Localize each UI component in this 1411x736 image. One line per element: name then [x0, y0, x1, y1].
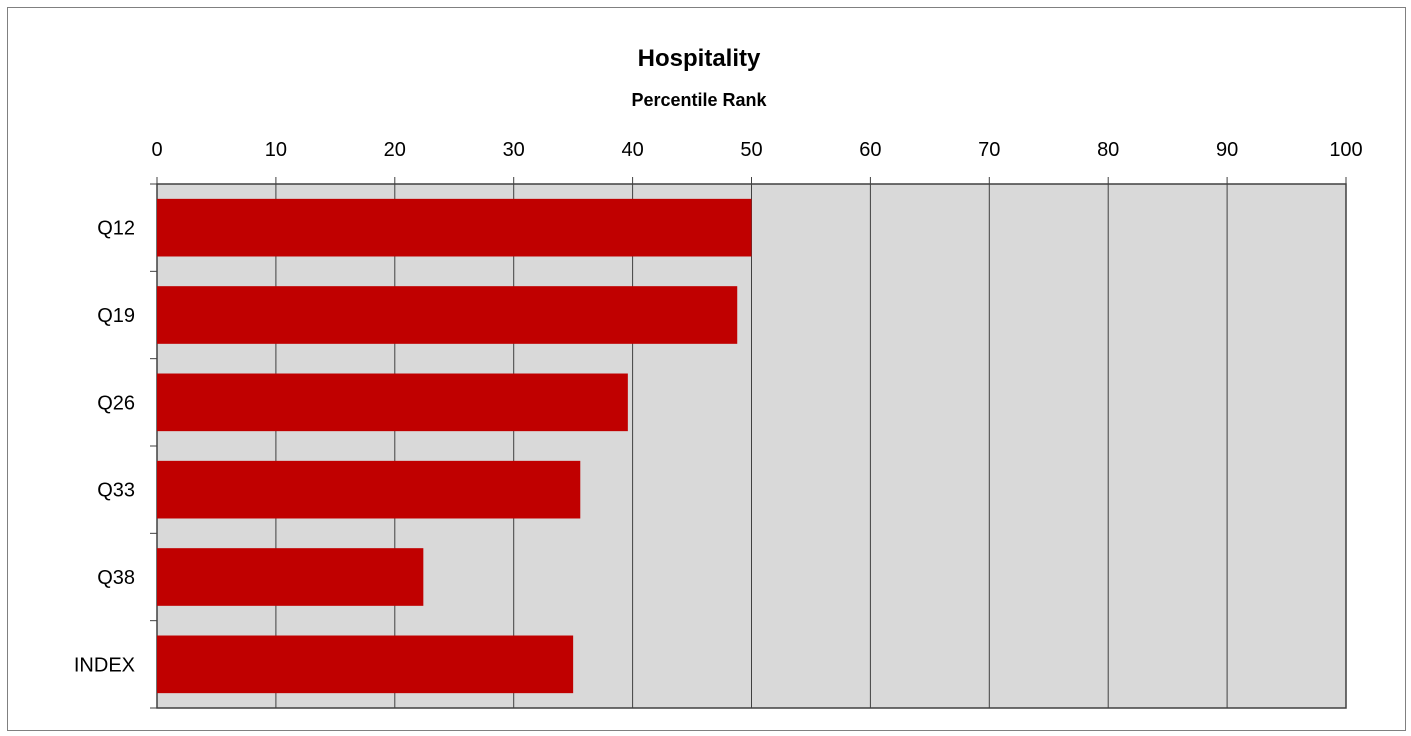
bar: [157, 548, 424, 606]
category-label: Q38: [97, 567, 135, 589]
x-tick-label: 0: [151, 139, 162, 161]
bar: [157, 198, 752, 257]
category-label: Q26: [97, 392, 135, 414]
category-label: Q33: [97, 480, 135, 502]
x-tick-label: 60: [859, 139, 881, 161]
chart-subtitle: Percentile Rank: [631, 90, 767, 110]
x-tick-label: 70: [978, 139, 1000, 161]
category-label: Q19: [97, 305, 135, 327]
category-label: INDEX: [74, 654, 135, 676]
bar: [157, 373, 628, 432]
bar: [157, 635, 574, 694]
x-tick-label: 80: [1097, 139, 1119, 161]
x-tick-label: 40: [621, 139, 643, 161]
x-tick-label: 10: [265, 139, 287, 161]
x-tick-label: 50: [740, 139, 762, 161]
x-tick-label: 20: [384, 139, 406, 161]
x-tick-label: 100: [1329, 139, 1362, 161]
bar: [157, 460, 581, 519]
bar: [157, 286, 738, 344]
plot-area: 0 10 20 30 40 50 60 70 80 90 100 Q12 Q19 Q26 Q33 Q38 IND…: [74, 139, 1363, 709]
category-label: Q12: [97, 218, 135, 240]
x-tick-label: 90: [1216, 139, 1238, 161]
x-tick-label: 30: [503, 139, 525, 161]
chart-title: Hospitality: [638, 45, 761, 72]
